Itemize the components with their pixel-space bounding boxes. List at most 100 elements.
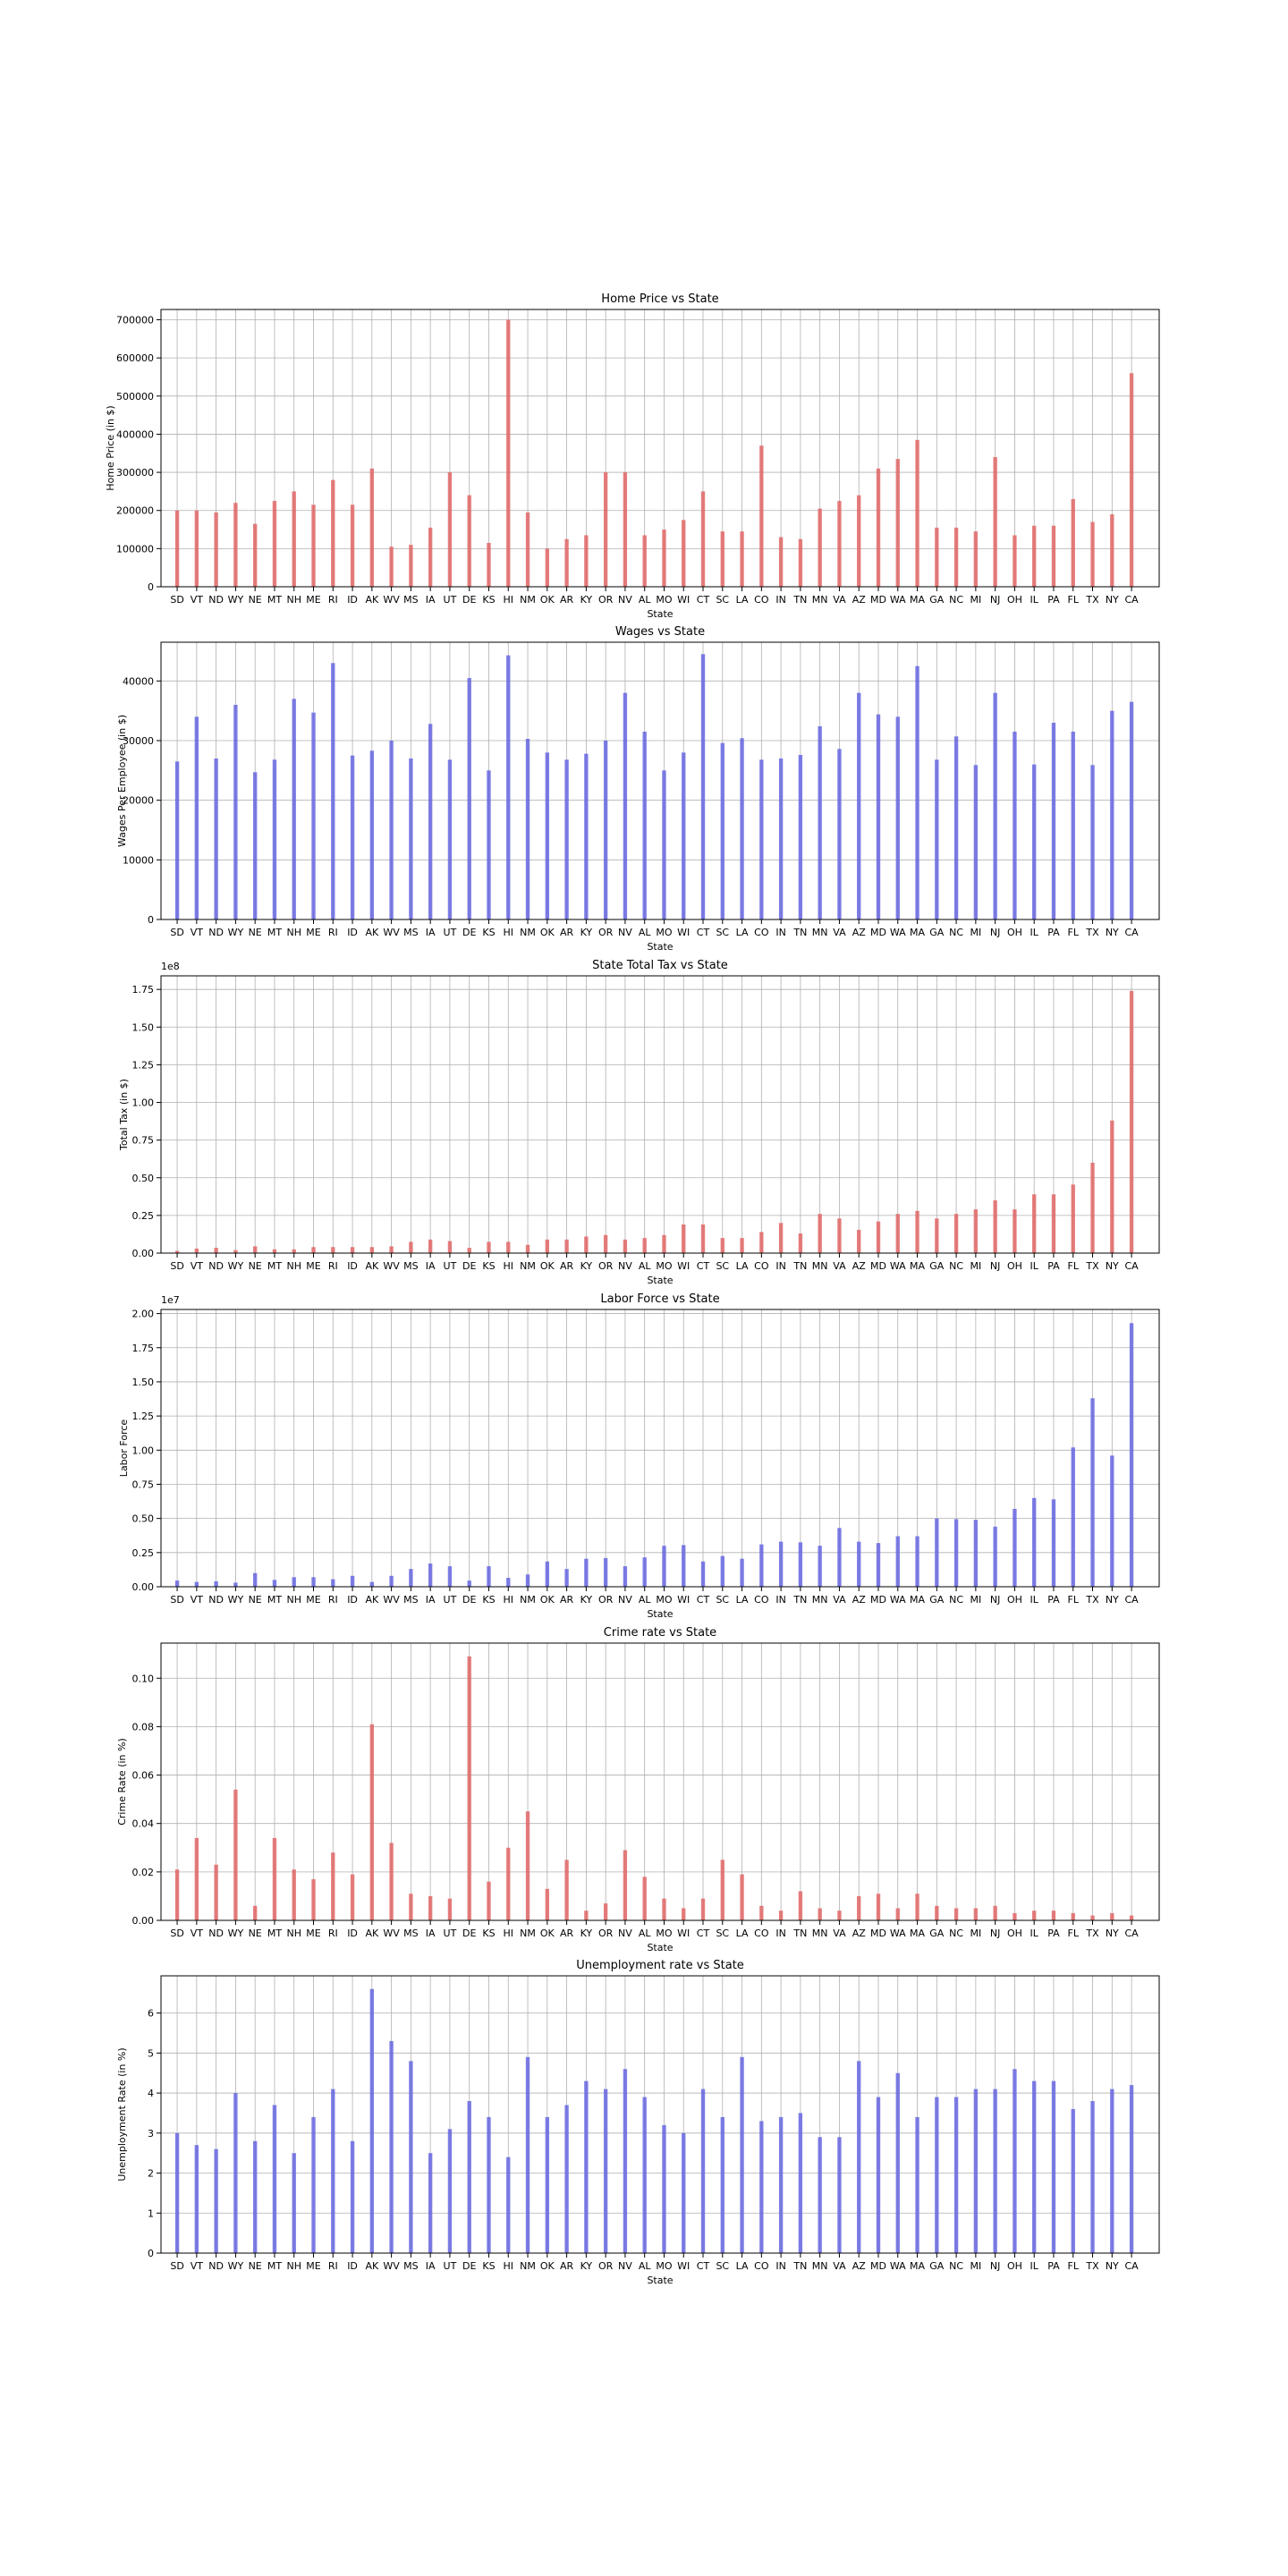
x-tick-label: CT <box>697 927 710 938</box>
bar-ut <box>447 1241 453 1253</box>
x-tick-label: WA <box>890 2260 906 2272</box>
bar-ct <box>700 1224 706 1253</box>
x-tick-label: NJ <box>990 1928 1000 1939</box>
bar-nc <box>953 736 959 919</box>
bar-or <box>603 741 608 919</box>
x-tick-label: IA <box>426 927 436 938</box>
x-tick-label: AR <box>560 927 574 938</box>
x-tick-label: MN <box>812 2260 828 2272</box>
bar-wy <box>233 705 238 919</box>
y-tick-label: 0 <box>148 581 154 593</box>
x-tick-label: OR <box>598 594 614 606</box>
x-tick-label: ME <box>306 927 320 938</box>
bar-in <box>778 758 784 919</box>
x-tick-label: UT <box>444 927 457 938</box>
bar-tn <box>798 1233 803 1253</box>
bar-ar <box>564 2105 569 2253</box>
bar-ak <box>369 468 375 587</box>
bar-ar <box>564 759 569 919</box>
x-tick-label: MN <box>812 1594 828 1606</box>
x-tick-label: PA <box>1047 927 1060 938</box>
bar-la <box>740 1558 744 1587</box>
bar-ok <box>545 1239 549 1253</box>
chart-4: SD VT ND WY NE MT NH ME RI ID AK WV MS IA UT DE KS HI NM OK… <box>118 1292 1160 1620</box>
x-tick-label: UT <box>444 594 457 606</box>
x-tick-label: SC <box>716 594 729 606</box>
y-tick-label: 0.06 <box>132 1770 155 1782</box>
bar-ms <box>409 1241 413 1253</box>
bar-wv <box>389 547 394 587</box>
bar-nh <box>292 491 296 587</box>
bar-wy <box>233 503 238 587</box>
bar-wi <box>682 2132 686 2253</box>
bar-nd <box>214 1864 218 1920</box>
bar-in <box>778 2116 784 2253</box>
bar-nc <box>953 1908 959 1920</box>
bar-il <box>1032 2080 1037 2253</box>
x-tick-label: OH <box>1007 594 1022 606</box>
bar-ut <box>447 1566 453 1587</box>
bar-id <box>350 504 355 587</box>
x-axis-label: State <box>647 1942 673 1953</box>
bar-nv <box>623 472 628 587</box>
x-tick-label: HI <box>504 1928 514 1939</box>
bar-wa <box>895 1536 900 1587</box>
bar-nv <box>623 692 628 919</box>
y-axis: 0.00 0.02 0.04 0.06 0.08 0.10 <box>132 1673 161 1927</box>
chart-title: Unemployment rate vs State <box>576 1959 744 1972</box>
bar-ne <box>252 772 258 919</box>
bar-nd <box>214 1248 218 1253</box>
x-tick-label: ME <box>306 1260 320 1272</box>
y-tick-label: 1.00 <box>132 1097 155 1109</box>
bar-mn <box>818 508 822 587</box>
bar-ak <box>369 750 375 919</box>
bar-pa <box>1051 1911 1056 1920</box>
bars <box>174 1323 1134 1587</box>
x-axis-label: State <box>647 1608 673 1620</box>
bar-in <box>778 1541 784 1587</box>
x-tick-label: OH <box>1007 1928 1022 1939</box>
x-tick-label: ID <box>347 2260 358 2272</box>
x-tick-label: IN <box>775 594 785 606</box>
x-tick-label: AZ <box>852 1594 867 1606</box>
y-tick-label: 1.75 <box>132 1343 155 1354</box>
bar-ut <box>447 759 453 919</box>
x-tick-label: MS <box>403 1594 418 1606</box>
x-tick-label: GA <box>929 1594 945 1606</box>
bar-ct <box>700 2089 706 2253</box>
bar-ca <box>1129 373 1134 587</box>
bar-id <box>350 1575 355 1587</box>
x-tick-label: SD <box>170 1928 183 1939</box>
y-tick-label: 0.00 <box>132 1248 155 1259</box>
bar-al <box>642 732 647 919</box>
y-tick-label: 2 <box>148 2168 154 2180</box>
bar-tn <box>798 1891 803 1920</box>
bar-tx <box>1090 521 1095 587</box>
bar-mi <box>973 765 979 919</box>
y-tick-label: 500000 <box>116 391 154 402</box>
bar-ne <box>252 1246 258 1253</box>
bar-mo <box>662 530 666 587</box>
x-tick-label: OR <box>598 927 614 938</box>
bar-ms <box>409 1569 413 1587</box>
bar-oh <box>1013 535 1017 587</box>
bar-ga <box>935 2097 939 2253</box>
bar-ia <box>428 527 433 587</box>
bar-ne <box>252 2140 258 2253</box>
bar-fl <box>1071 1912 1075 1920</box>
x-tick-label: AK <box>365 1594 379 1606</box>
bar-il <box>1032 1497 1037 1587</box>
x-tick-label: AL <box>639 1928 652 1939</box>
x-tick-label: FL <box>1068 1928 1080 1939</box>
bar-nm <box>525 1811 530 1920</box>
x-tick-label: MI <box>970 1928 981 1939</box>
bar-wy <box>233 1582 238 1587</box>
x-tick-label: OK <box>540 594 555 606</box>
bar-id <box>350 755 355 919</box>
x-tick-label: WV <box>383 1928 400 1939</box>
x-tick-label: KS <box>482 927 495 938</box>
x-tick-label: AR <box>560 1594 574 1606</box>
bar-ny <box>1110 2089 1114 2253</box>
bar-il <box>1032 1194 1037 1253</box>
bar-mt <box>272 501 277 587</box>
